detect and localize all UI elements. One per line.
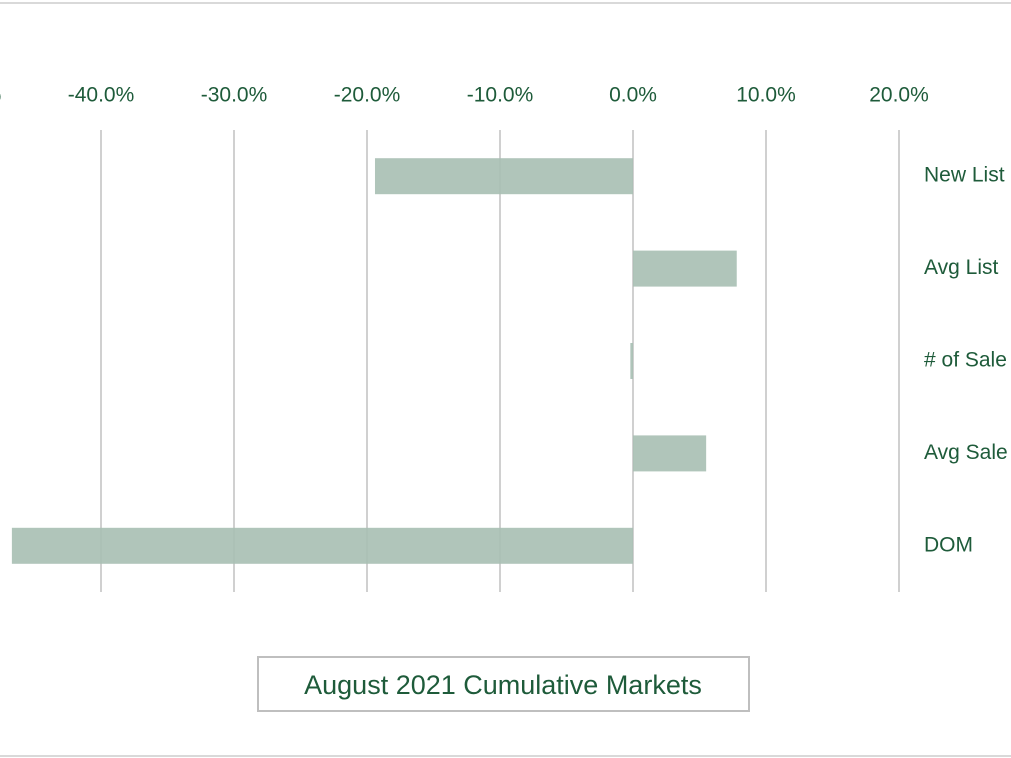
x-tick-label: -40.0% — [68, 84, 135, 107]
bar — [633, 435, 707, 472]
title-box — [257, 656, 750, 712]
chart-title: August 2021 Cumulative Markets — [304, 670, 702, 700]
bar — [374, 158, 633, 195]
x-tick-label: -50.0% — [0, 84, 1, 107]
bar — [630, 343, 633, 379]
x-tick-label: 0.0% — [609, 84, 657, 107]
y-tick-label: # of Sale — [924, 349, 1007, 372]
bar — [633, 250, 737, 287]
y-tick-label: Avg Sale — [924, 441, 1008, 464]
x-tick-label: 10.0% — [736, 84, 796, 107]
x-tick-label: -20.0% — [334, 84, 401, 107]
y-tick-label: DOM — [924, 533, 973, 556]
x-tick-label: 20.0% — [869, 84, 929, 107]
x-tick-label: -10.0% — [467, 84, 534, 107]
x-tick-label: -30.0% — [201, 84, 268, 107]
bar — [11, 527, 633, 564]
y-tick-label: Avg List — [924, 256, 998, 279]
y-tick-label: New List — [924, 164, 1005, 187]
